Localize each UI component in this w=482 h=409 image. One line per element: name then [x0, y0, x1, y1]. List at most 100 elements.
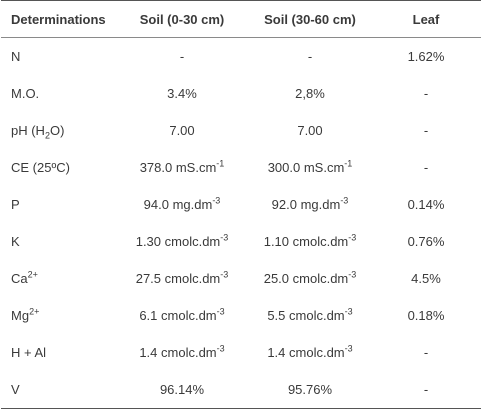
cell-leaf: - [371, 371, 481, 409]
cell-determination: H + Al [1, 334, 115, 371]
superscript: -1 [344, 158, 353, 169]
cell-text: 300.0 mS.cm [267, 160, 345, 175]
cell-determination: V [1, 371, 115, 409]
superscript: 2+ [27, 269, 38, 280]
cell-text: 7.00 [297, 123, 323, 138]
cell-soil-0-30: 94.0 mg.dm-3 [115, 186, 249, 223]
cell-text: - [307, 49, 313, 64]
cell-text: 2,8% [295, 86, 325, 101]
header-soil-30-60: Soil (30-60 cm) [249, 0, 371, 38]
cell-leaf: - [371, 75, 481, 112]
cell-soil-0-30: 1.30 cmolc.dm-3 [115, 223, 249, 260]
cell-text: V [11, 382, 20, 397]
cell-text: 25.0 cmolc.dm [263, 271, 349, 286]
cell-determination: K [1, 223, 115, 260]
cell-text: P [11, 197, 20, 212]
cell-text: - [179, 49, 185, 64]
subscript: 2 [44, 130, 50, 141]
table-row: H + Al 1.4 cmolc.dm-3 1.4 cmolc.dm-3- [1, 334, 481, 371]
cell-leaf: 0.76% [371, 223, 481, 260]
cell-soil-0-30: 96.14% [115, 371, 249, 409]
cell-text: - [423, 382, 429, 397]
table-row: pH (H2O) 7.00 7.00 - [1, 112, 481, 149]
cell-soil-0-30: 7.00 [115, 112, 249, 149]
cell-soil-30-60: - [249, 38, 371, 76]
cell-text: 27.5 cmolc.dm [135, 271, 221, 286]
cell-leaf: 1.62% [371, 38, 481, 76]
cell-text: 7.00 [169, 123, 195, 138]
cell-soil-0-30: 6.1 cmolc.dm-3 [115, 297, 249, 334]
cell-text: M.O. [11, 86, 40, 101]
cell-text: 94.0 mg.dm [143, 197, 213, 212]
cell-soil-0-30: - [115, 38, 249, 76]
cell-text: 1.4 cmolc.dm [139, 345, 217, 360]
cell-text: 3.4% [167, 86, 197, 101]
table-row: Mg2+ 6.1 cmolc.dm-3 5.5 cmolc.dm -3 0.18% [1, 297, 481, 334]
cell-leaf: - [371, 149, 481, 186]
superscript: -3 [348, 269, 357, 280]
header-leaf: Leaf [371, 0, 481, 38]
superscript: -3 [216, 306, 225, 317]
cell-soil-30-60: 95.76% [249, 371, 371, 409]
cell-text: 5.5 cmolc.dm [267, 308, 345, 323]
cell-text: - [423, 345, 429, 360]
cell-text: N [11, 49, 21, 64]
table-header: Determinations Soil (0-30 cm) Soil (30-6… [1, 0, 481, 38]
cell-leaf: - [371, 334, 481, 371]
cell-text: 0.18% [407, 308, 445, 323]
cell-text: 1.10 cmolc.dm [263, 234, 349, 249]
table-row: M.O. 3.4% 2,8% - [1, 75, 481, 112]
cell-determination: pH (H2O) [1, 112, 115, 149]
cell-text: 0.76% [407, 234, 445, 249]
superscript: -1 [216, 158, 225, 169]
superscript: -3 [344, 343, 353, 354]
cell-determination: P [1, 186, 115, 223]
cell-text: - [423, 86, 429, 101]
table-row: CE (25ºC) 378.0 mS.cm-1 300.0 mS.cm-1- [1, 149, 481, 186]
cell-text: - [423, 160, 429, 175]
cell-text: 0.14% [407, 197, 445, 212]
cell-text: 4.5% [411, 271, 441, 286]
cell-soil-30-60: 25.0 cmolc.dm-3 [249, 260, 371, 297]
cell-text: 92.0 mg.dm [271, 197, 341, 212]
cell-soil-0-30: 3.4% [115, 75, 249, 112]
cell-text: 95.76% [287, 382, 333, 397]
cell-text: CE (25ºC) [11, 160, 70, 175]
cell-text: 96.14% [159, 382, 205, 397]
cell-soil-0-30: 378.0 mS.cm-1 [115, 149, 249, 186]
superscript: -3 [220, 232, 229, 243]
cell-soil-0-30: 27.5 cmolc.dm-3 [115, 260, 249, 297]
cell-determination: N [1, 38, 115, 76]
table-row: N - - 1.62% [1, 38, 481, 76]
header-soil-0-30: Soil (0-30 cm) [115, 0, 249, 38]
superscript: -3 [220, 269, 229, 280]
cell-text: Mg [11, 308, 30, 323]
cell-soil-30-60: 7.00 [249, 112, 371, 149]
table-body: N - - 1.62% M.O. 3.4% 2,8% - pH (H2O) 7.00 7.00 - CE… [1, 38, 481, 409]
cell-soil-30-60: 2,8% [249, 75, 371, 112]
superscript: -3 [340, 195, 349, 206]
table-row: V 96.14% 95.76% - [1, 371, 481, 409]
table-row: Ca2+ 27.5 cmolc.dm-3 25.0 cmolc.dm-3 4.5% [1, 260, 481, 297]
table-row: K 1.30 cmolc.dm-3 1.10 cmolc.dm-3 0.76% [1, 223, 481, 260]
cell-leaf: 0.18% [371, 297, 481, 334]
cell-text: pH (H [11, 123, 45, 138]
cell-text: 378.0 mS.cm [139, 160, 217, 175]
cell-text: Ca [11, 271, 28, 286]
cell-soil-30-60: 1.10 cmolc.dm-3 [249, 223, 371, 260]
cell-leaf: 0.14% [371, 186, 481, 223]
cell-soil-30-60: 300.0 mS.cm-1 [249, 149, 371, 186]
cell-text: 6.1 cmolc.dm [139, 308, 217, 323]
cell-soil-30-60: 1.4 cmolc.dm-3 [249, 334, 371, 371]
cell-text: 1.62% [407, 49, 445, 64]
cell-determination: Ca2+ [1, 260, 115, 297]
cell-text-tail: O) [49, 123, 65, 138]
cell-text: 1.4 cmolc.dm [267, 345, 345, 360]
table-row: P 94.0 mg.dm-3 92.0 mg.dm-3 0.14% [1, 186, 481, 223]
cell-text: H + Al [11, 345, 47, 360]
superscript: -3 [348, 232, 357, 243]
cell-determination: Mg2+ [1, 297, 115, 334]
cell-text: K [11, 234, 20, 249]
cell-determination: CE (25ºC) [1, 149, 115, 186]
